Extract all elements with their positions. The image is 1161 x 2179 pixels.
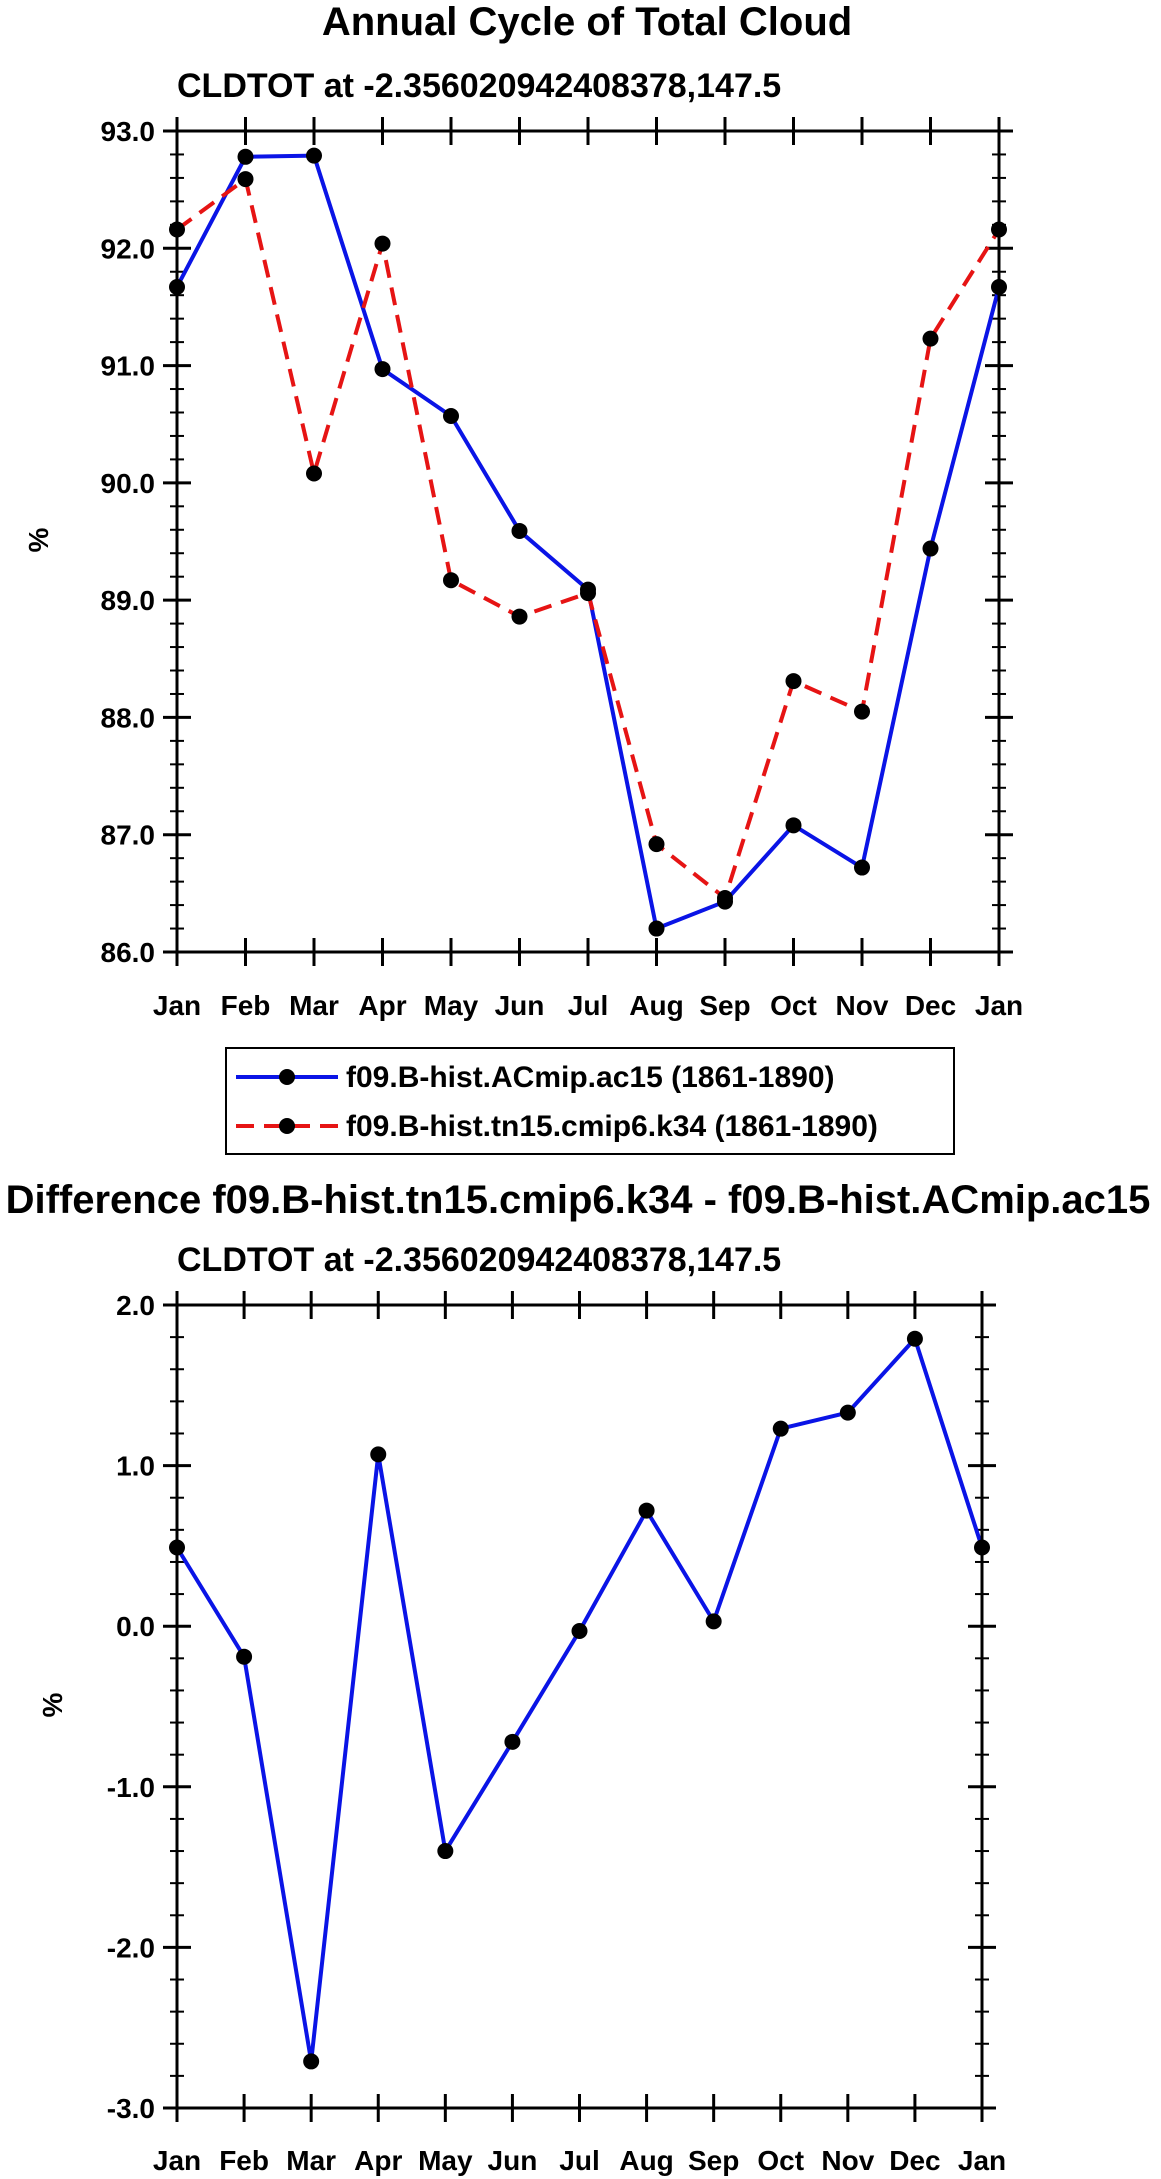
x-tick-label: May xyxy=(418,2145,473,2176)
series-line-2 xyxy=(175,177,1001,901)
x-tick-label: Apr xyxy=(358,990,406,1021)
data-point xyxy=(374,361,391,378)
data-point xyxy=(511,522,528,539)
data-point xyxy=(717,890,733,907)
chart-subtitle: CLDTOT at -2.356020942408378,147.5 xyxy=(177,67,781,105)
data-point xyxy=(772,1420,789,1437)
x-tick-label: Jan xyxy=(153,2145,201,2176)
legend-label-series-2: f09.B-hist.tn15.cmip6.k34 (1861-1890) xyxy=(346,1110,878,1143)
data-point xyxy=(237,148,254,165)
y-tick-label: 89.0 xyxy=(101,585,156,616)
x-tick-label: Aug xyxy=(629,990,683,1021)
x-tick-label: Sep xyxy=(688,2145,739,2176)
y-tick-label: -1.0 xyxy=(107,1772,155,1803)
x-tick-label: Mar xyxy=(289,990,339,1021)
data-point xyxy=(237,171,254,188)
legend-box xyxy=(225,1047,955,1155)
series-group xyxy=(169,147,1007,937)
x-tick-label: May xyxy=(424,990,479,1021)
x-tick-labels: Jan Feb Mar Apr May Jun Jul Aug Sep Oct Nov Dec Jan xyxy=(153,2145,1006,2176)
x-tick-label: Dec xyxy=(889,2145,940,2176)
x-tick-label: Feb xyxy=(221,990,271,1021)
y-axis-ticks xyxy=(163,117,1013,966)
x-tick-label: Sep xyxy=(699,990,750,1021)
data-point xyxy=(648,836,665,853)
data-point xyxy=(370,1446,387,1463)
x-tick-label: Jun xyxy=(488,2145,538,2176)
y-tick-label: 88.0 xyxy=(101,702,156,733)
y-tick-label: 87.0 xyxy=(101,820,156,851)
y-tick-label: -3.0 xyxy=(107,2093,155,2124)
x-tick-label: Dec xyxy=(905,990,956,1021)
x-tick-label: Jul xyxy=(568,990,608,1021)
series-line-1 xyxy=(175,1336,984,2064)
chart-title: Difference f09.B-hist.tn15.cmip6.k34 - f… xyxy=(6,1178,1151,1222)
data-point xyxy=(374,235,391,252)
y-axis-ticks xyxy=(163,1291,996,2122)
data-point xyxy=(638,1502,655,1519)
x-tick-label: Oct xyxy=(770,990,817,1021)
y-tick-label: 93.0 xyxy=(101,116,156,147)
data-point xyxy=(511,608,528,625)
y-tick-label: 0.0 xyxy=(116,1611,155,1642)
x-tick-label: Nov xyxy=(821,2145,874,2176)
data-point xyxy=(306,465,322,482)
data-point xyxy=(443,572,459,589)
data-point xyxy=(437,1843,454,1860)
chart-subtitle: CLDTOT at -2.356020942408378,147.5 xyxy=(177,1241,781,1279)
data-point xyxy=(648,920,665,937)
data-point xyxy=(504,1733,521,1750)
y-tick-labels: -3.0 -2.0 -1.0 0.0 1.0 2.0 xyxy=(107,1290,155,2124)
difference-chart: Difference f09.B-hist.tn15.cmip6.k34 - f… xyxy=(6,1178,1151,2176)
y-tick-label: -2.0 xyxy=(107,1932,155,1963)
data-point xyxy=(922,540,939,557)
plot-frame xyxy=(175,1303,984,2110)
x-tick-label: Jan xyxy=(153,990,201,1021)
chart-title: Annual Cycle of Total Cloud xyxy=(322,0,852,44)
data-point xyxy=(236,1648,253,1665)
y-tick-label: 92.0 xyxy=(101,233,156,264)
annual-cycle-chart: Annual Cycle of Total Cloud CLDTOT at -2… xyxy=(23,0,1023,1155)
data-point xyxy=(306,147,322,164)
y-tick-label: 91.0 xyxy=(101,351,156,382)
x-tick-label: Jul xyxy=(559,2145,599,2176)
data-point xyxy=(571,1623,588,1640)
y-axis-label: % xyxy=(23,527,54,552)
data-point xyxy=(922,330,939,347)
data-point xyxy=(906,1330,923,1347)
plot-frame xyxy=(175,129,1001,954)
data-point xyxy=(705,1613,722,1630)
y-tick-label: 90.0 xyxy=(101,468,156,499)
x-tick-label: Oct xyxy=(757,2145,804,2176)
data-point xyxy=(839,1404,856,1421)
y-tick-labels: 86.0 87.0 88.0 89.0 90.0 91.0 92.0 93.0 xyxy=(101,116,156,968)
x-tick-label: Jun xyxy=(495,990,545,1021)
data-point xyxy=(303,2053,320,2070)
y-tick-label: 2.0 xyxy=(116,1290,155,1321)
data-point xyxy=(785,817,802,834)
x-tick-label: Aug xyxy=(619,2145,673,2176)
series-line-1 xyxy=(175,153,1001,931)
x-tick-label: Feb xyxy=(219,2145,269,2176)
data-point xyxy=(580,585,596,602)
y-tick-label: 86.0 xyxy=(101,937,156,968)
data-point xyxy=(854,859,870,876)
x-tick-label: Jan xyxy=(958,2145,1006,2176)
legend-marker-series-2 xyxy=(279,1118,295,1134)
legend-marker-series-1 xyxy=(279,1069,295,1085)
x-tick-label: Mar xyxy=(286,2145,336,2176)
series-group xyxy=(169,1330,990,2070)
legend: f09.B-hist.ACmip.ac15 (1861-1890) f09.B-… xyxy=(225,1047,955,1155)
legend-label-series-1: f09.B-hist.ACmip.ac15 (1861-1890) xyxy=(346,1061,835,1094)
y-tick-label: 1.0 xyxy=(116,1451,155,1482)
data-point xyxy=(443,408,459,425)
x-tick-label: Apr xyxy=(354,2145,402,2176)
data-point xyxy=(854,703,870,720)
x-tick-labels: Jan Feb Mar Apr May Jun Jul Aug Sep Oct Nov Dec Jan xyxy=(153,990,1023,1021)
x-tick-label: Nov xyxy=(836,990,889,1021)
data-point xyxy=(785,673,802,690)
y-axis-label: % xyxy=(37,1692,68,1717)
x-tick-label: Jan xyxy=(975,990,1023,1021)
